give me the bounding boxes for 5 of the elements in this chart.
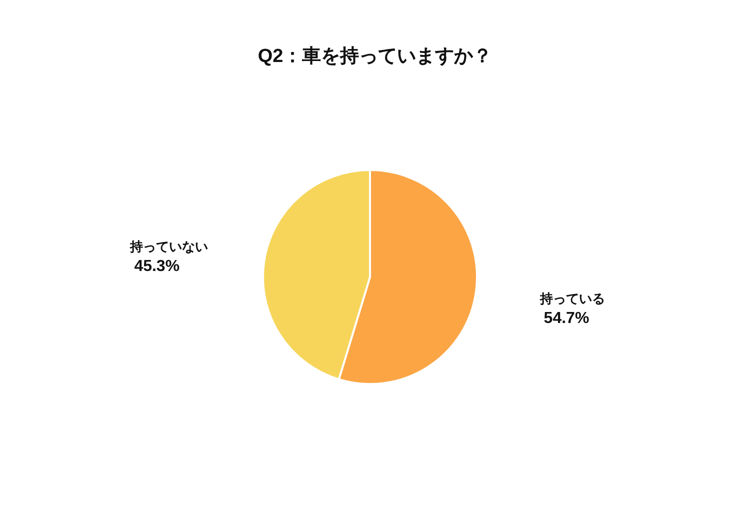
slice-label: 持っている [538,291,605,306]
chart-title: Q2：車を持っていますか？ [258,45,492,67]
data-label: 54.7% [544,310,590,328]
data-label: 45.3% [134,258,180,275]
slice-label: 持っていない [129,238,208,254]
